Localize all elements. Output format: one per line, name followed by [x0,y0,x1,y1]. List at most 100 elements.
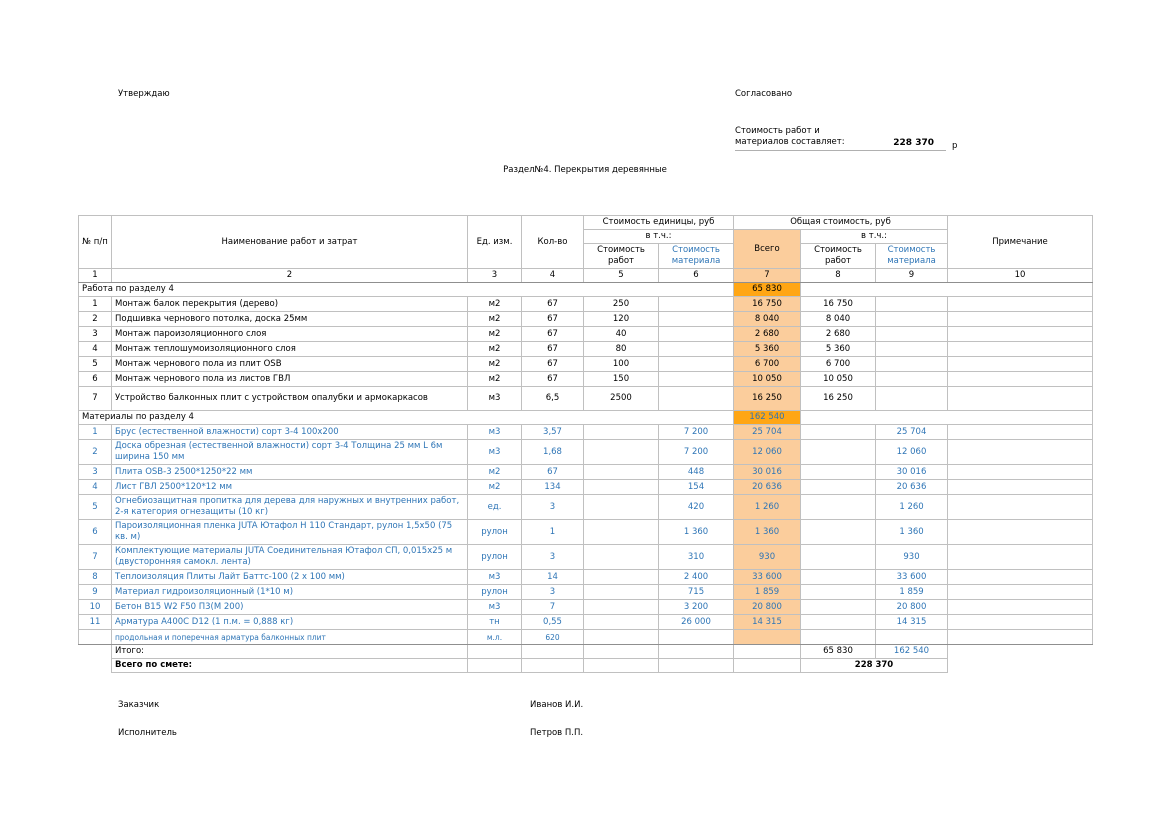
item-name: Устройство балконных плит с устройством … [111,386,468,411]
item-material-cost: 33 600 [874,569,949,585]
item-name: Арматура А400С D12 (1 п.м. = 0,888 кг) [111,614,468,630]
totals-label: Итого: [111,644,468,659]
item-num: 8 [78,569,112,585]
spacer [78,644,112,659]
item-unit: м2 [467,479,522,495]
item-unit-material-cost: 3 200 [658,599,734,615]
item-work-cost [800,584,876,600]
item-total: 14 315 [733,614,801,630]
item-work-cost: 8 040 [800,311,876,327]
section-spacer [799,282,1094,297]
item-row: 4 Лист ГВЛ 2500*120*12 мм м2 134 154 20 636 20… [78,479,1094,495]
item-unit-material-cost: 7 200 [658,439,734,465]
item-total: 20 800 [733,599,801,615]
item-num: 7 [78,544,112,570]
item-material-cost: 930 [874,544,949,570]
item-name: Монтаж чернового пола из плит OSB [111,356,468,372]
item-note [947,326,1094,342]
item-work-cost [800,479,876,495]
item-unit-material-cost: 7 200 [658,424,734,440]
item-material-cost [874,629,949,645]
item-qty: 6,5 [521,386,584,411]
item-qty: 0,55 [521,614,584,630]
item-unit-material-cost [658,386,734,411]
spacer [78,658,112,673]
grand-total-label: Всего по смете: [111,658,468,673]
item-total: 20 636 [733,479,801,495]
item-row: 1 Монтаж балок перекрытия (дерево) м2 67 250… [78,296,1094,312]
item-total: 16 250 [733,386,801,411]
item-unit-material-cost: 310 [658,544,734,570]
item-name: Плита OSB-3 2500*1250*22 мм [111,464,468,480]
item-name: Теплоизоляция Плиты Лайт Баттс-100 (2 х … [111,569,468,585]
item-name: Материал гидроизоляционный (1*10 м) [111,584,468,600]
item-material-cost: 1 360 [874,519,949,545]
empty-cell [467,644,522,659]
item-total: 1 859 [733,584,801,600]
item-note [947,311,1094,327]
item-unit: м2 [467,371,522,387]
item-unit: м2 [467,326,522,342]
column-number: 1 [78,268,112,283]
item-unit-material-cost: 448 [658,464,734,480]
item-qty: 7 [521,599,584,615]
empty-cell [467,658,522,673]
item-total: 1 260 [733,494,801,520]
item-unit-work-cost: 100 [583,356,659,372]
item-qty: 134 [521,479,584,495]
item-qty: 3 [521,544,584,570]
item-unit: м3 [467,439,522,465]
item-unit: м2 [467,311,522,327]
item-unit-material-cost: 2 400 [658,569,734,585]
item-row: 2 Подшивка чернового потолка, доска 25мм м… [78,311,1094,327]
column-number: 5 [583,268,659,283]
item-unit-work-cost: 2500 [583,386,659,411]
item-unit-work-cost [583,629,659,645]
item-qty: 67 [521,464,584,480]
item-unit-material-cost [658,326,734,342]
item-unit-material-cost [658,371,734,387]
header-row-sub: Стоимость работ Стоимость материала Стои… [79,243,1093,269]
empty-cell [733,658,801,673]
item-qty: 67 [521,356,584,372]
estimate-table-body: Работа по разделу 4 65 830 1 Монтаж балок п… [78,282,1094,673]
item-unit: м2 [467,296,522,312]
totals-row: Итого: 65 830 162 540 [78,644,1093,659]
section-header-row: Материалы по разделу 4 162 540 [78,410,1094,425]
item-name: Комплектующие материалы JUTA Соединитель… [111,544,468,570]
item-note [947,341,1094,357]
item-work-cost: 10 050 [800,371,876,387]
item-unit-work-cost [583,614,659,630]
item-name: Пароизоляционная пленка JUTA Ютафол Н 11… [111,519,468,545]
column-numbers-row: 1 2 3 4 5 6 7 8 9 10 [78,268,1094,283]
item-row: 2 Доска обрезная (естественной влажности)… [78,439,1094,465]
item-name: продольная и поперечная арматура балконн… [111,629,468,645]
section-total: 162 540 [733,410,801,425]
item-num: 1 [78,424,112,440]
col-header-unit-cost-group: Стоимость единицы, руб [583,215,734,230]
item-unit-work-cost [583,519,659,545]
item-note [947,439,1094,465]
item-material-cost [874,296,949,312]
item-note [947,464,1094,480]
item-num: 2 [78,439,112,465]
item-name: Лист ГВЛ 2500*120*12 мм [111,479,468,495]
item-num: 7 [78,386,112,411]
item-material-cost: 1 859 [874,584,949,600]
agree-label: Согласовано [735,89,793,99]
item-unit: ед. [467,494,522,520]
item-note [947,519,1094,545]
column-number: 3 [467,268,522,283]
item-row: 8 Теплоизоляция Плиты Лайт Баттс-100 (2 х… [78,569,1094,585]
item-num: 4 [78,479,112,495]
item-unit: тн [467,614,522,630]
item-work-cost [800,439,876,465]
signature-name-customer: Иванов И.И. [530,700,584,710]
estimate-table: № п/п Наименование работ и затрат Ед. из… [78,215,1094,673]
item-unit: рулон [467,544,522,570]
item-unit-work-cost [583,494,659,520]
col-header-total-material-cost: Стоимость материала [874,243,949,269]
col-header-incl-unit: в т.ч.: [583,229,734,244]
item-row: 5 Огнебиозащитная пропитка для дерева для… [78,494,1094,520]
column-number: 9 [874,268,949,283]
